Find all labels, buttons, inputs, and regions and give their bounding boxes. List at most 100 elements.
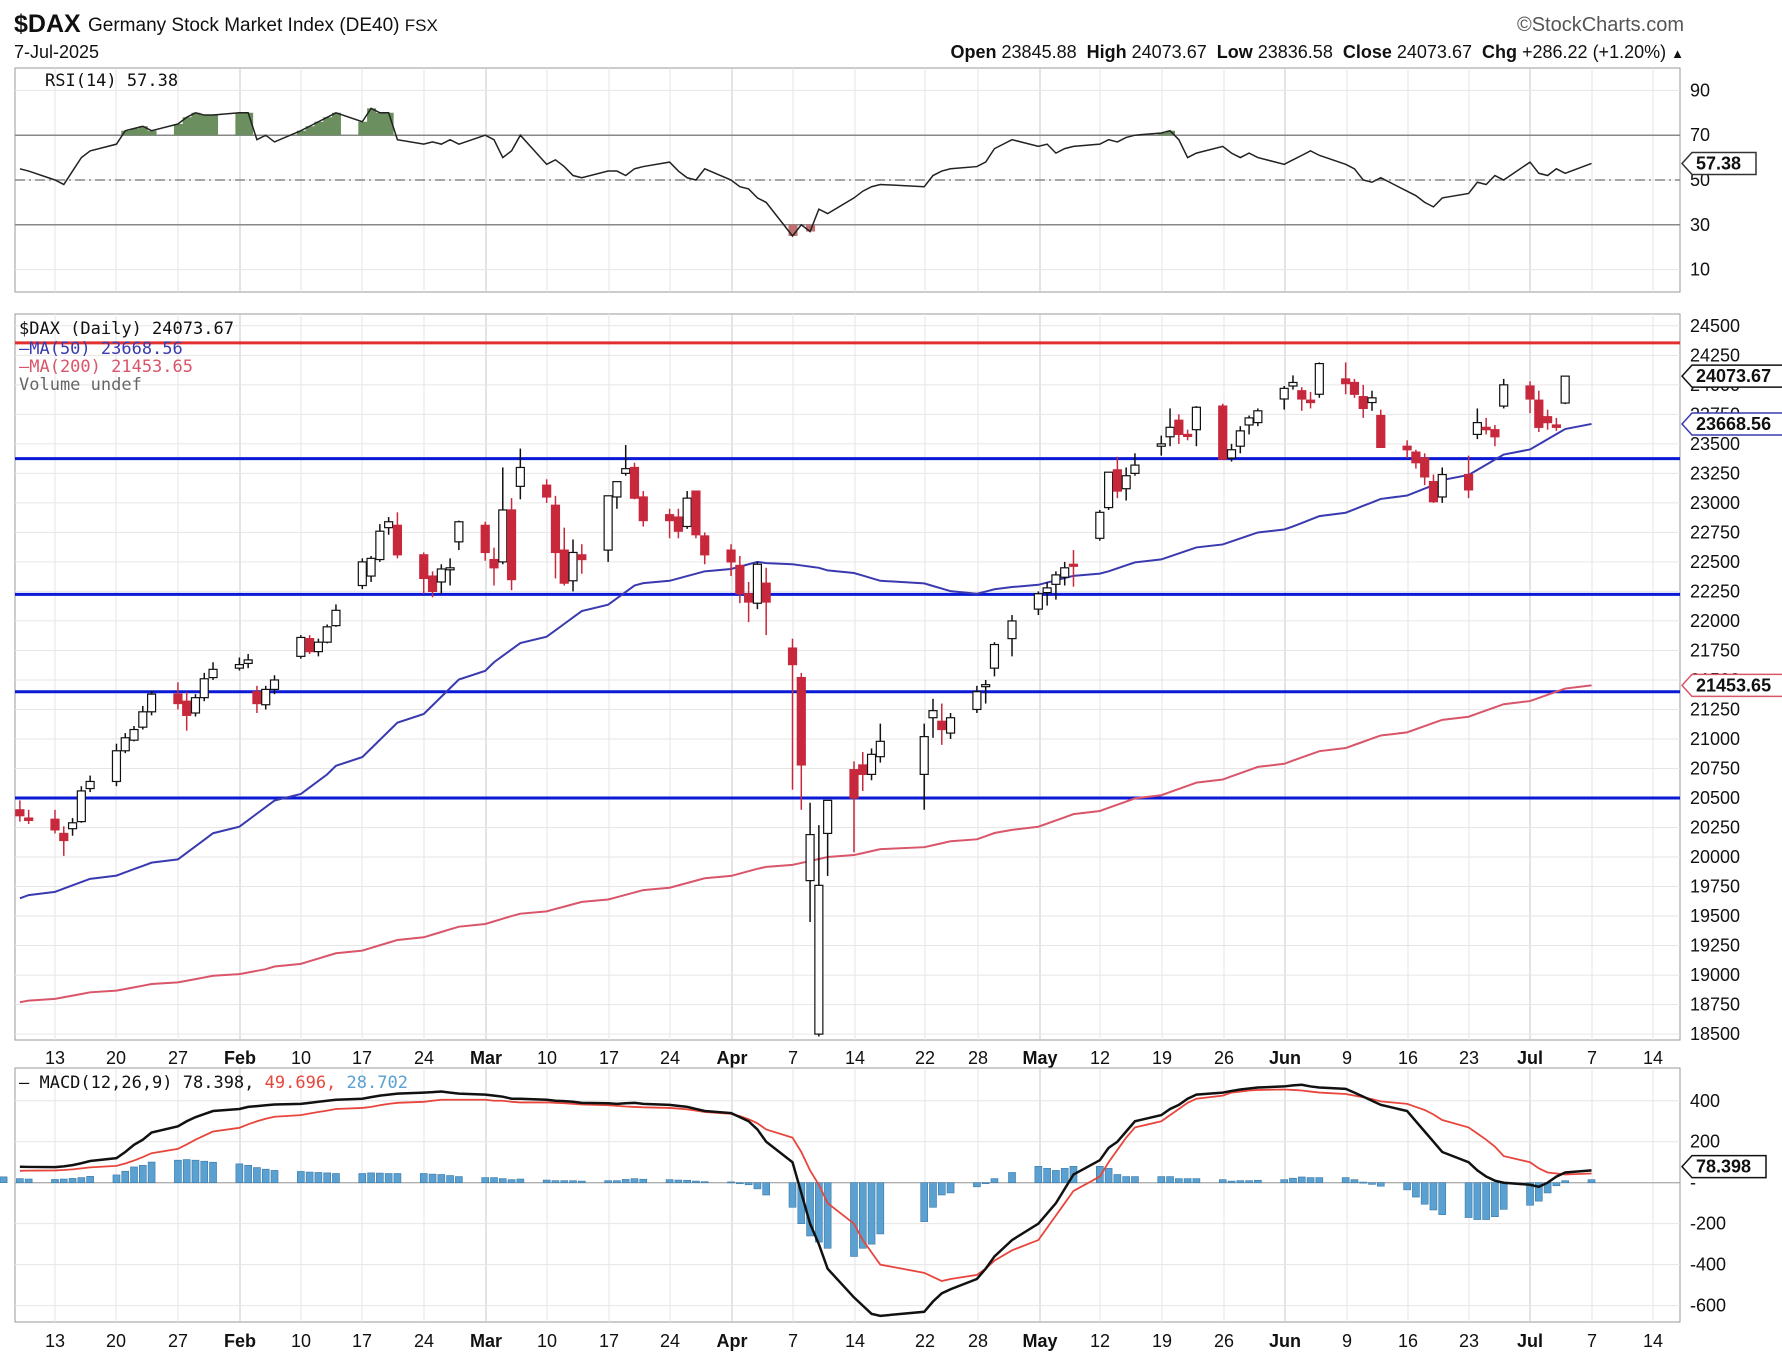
macd-last-tag-text: 78.398: [1696, 1157, 1751, 1177]
candle-body: [1183, 433, 1193, 438]
macd-y-tick: -200: [1690, 1214, 1726, 1234]
candle-body: [173, 693, 183, 705]
close-label: Close: [1342, 42, 1392, 62]
macd-histogram-bar: [753, 1182, 762, 1190]
candle: [1367, 390, 1377, 411]
candle-body: [1341, 378, 1351, 385]
candle-body: [1060, 567, 1070, 578]
candle: [1103, 471, 1114, 510]
macd-histogram-bar: [428, 1173, 437, 1184]
price-y-tick: 21750: [1690, 640, 1740, 660]
price-y-tick: 18750: [1690, 995, 1740, 1015]
candle: [50, 809, 60, 834]
macd-histogram-bar: [244, 1164, 252, 1184]
high-label: High: [1086, 42, 1127, 62]
symbol[interactable]: $DAX: [14, 10, 81, 38]
candle: [700, 532, 710, 565]
candle-body: [1218, 405, 1228, 460]
volume-legend: Volume undef: [19, 375, 142, 395]
candle: [199, 672, 209, 702]
x-tick-label: 28: [968, 1331, 988, 1351]
candle: [1235, 426, 1245, 454]
macd-histogram-bar: [1166, 1176, 1174, 1184]
rsi-y-tick: 70: [1690, 125, 1710, 145]
macd-histogram-bar: [1218, 1179, 1227, 1184]
candle: [1068, 550, 1079, 587]
candle-body: [111, 750, 122, 783]
candle-body: [1191, 406, 1202, 431]
macd-histogram-bar: [858, 1182, 867, 1249]
macd-histogram-bar: [0, 1176, 8, 1184]
x-tick-label: 10: [537, 1331, 557, 1351]
macd-histogram-bar: [1359, 1181, 1368, 1184]
macd-histogram-bar: [1254, 1179, 1262, 1184]
candle-body: [621, 468, 631, 474]
candle-body: [234, 664, 244, 669]
chg-label: Chg: [1481, 42, 1517, 62]
candle-body: [1420, 457, 1430, 478]
candle: [849, 761, 859, 853]
candle-body: [366, 557, 376, 577]
candle-body: [331, 609, 341, 627]
rsi-overbought-fill: [121, 108, 1176, 136]
macd-histogram-bar: [419, 1173, 428, 1184]
macd-histogram-bar: [1280, 1179, 1288, 1184]
macd-histogram-bar: [358, 1173, 367, 1184]
macd-histogram-bar: [613, 1180, 621, 1184]
candle: [1033, 591, 1043, 616]
macd-histogram-bar: [112, 1174, 121, 1184]
candle-body: [146, 693, 157, 713]
candle: [726, 544, 736, 577]
candle: [173, 682, 183, 710]
candle: [1174, 414, 1184, 444]
candle-body: [182, 700, 192, 716]
candle: [1411, 449, 1421, 469]
price-y-tick: 21250: [1690, 699, 1740, 719]
macd-histogram-bar: [1587, 1179, 1596, 1184]
candle-body: [1463, 473, 1474, 491]
macd-histogram-bar: [437, 1174, 446, 1184]
macd-histogram-bar: [139, 1164, 147, 1184]
candle: [331, 604, 341, 627]
candle-body: [85, 780, 95, 790]
brand-logo[interactable]: ©StockCharts.com: [1516, 14, 1684, 36]
candle-body: [761, 582, 771, 603]
candle: [805, 802, 815, 922]
candle-body: [1472, 422, 1482, 436]
x-tick-label: 28: [968, 1048, 988, 1068]
candle-body: [1534, 399, 1544, 428]
macd-histogram-bar: [323, 1172, 331, 1184]
price-y-tick: 22000: [1690, 611, 1740, 631]
chg-value: +286.22 (+1.20%): [1522, 42, 1667, 62]
candle-body: [1297, 390, 1307, 400]
x-tick-label: 13: [45, 1331, 65, 1351]
macd-histogram-bar: [1157, 1176, 1166, 1184]
candle: [1341, 362, 1351, 395]
ma200-legend: —MA(200) 21453.65: [19, 357, 193, 377]
candle-body: [243, 659, 253, 665]
chart-header: $DAX Germany Stock Market Index (DE40) F…: [0, 0, 1782, 70]
candle: [59, 826, 69, 856]
macd-histogram-bar: [235, 1163, 244, 1184]
macd-histogram-bar: [516, 1178, 525, 1184]
macd-histogram-bar: [630, 1178, 639, 1184]
macd-histogram-bar: [1412, 1182, 1420, 1198]
candle-body: [129, 728, 139, 741]
macd-histogram-bar: [744, 1182, 753, 1186]
price-y-tick: 19250: [1690, 936, 1740, 956]
candle-body: [190, 697, 201, 714]
price-y-tick: 23500: [1690, 434, 1740, 454]
x-tick-label: 24: [660, 1331, 680, 1351]
ma50-price-tag: 23668.56: [1680, 412, 1782, 436]
candle-body: [392, 524, 403, 556]
candle-body: [1007, 620, 1017, 640]
candle: [875, 723, 885, 763]
ma200-price-tag-text: 21453.65: [1696, 675, 1771, 695]
x-tick-label: 17: [352, 1048, 372, 1068]
candle-body: [489, 558, 499, 569]
candle-body: [1349, 381, 1360, 395]
macd-histogram-bar: [990, 1178, 999, 1184]
macd-histogram-bar: [665, 1179, 674, 1184]
price-y-tick: 22250: [1690, 581, 1740, 601]
candle: [1060, 561, 1070, 586]
